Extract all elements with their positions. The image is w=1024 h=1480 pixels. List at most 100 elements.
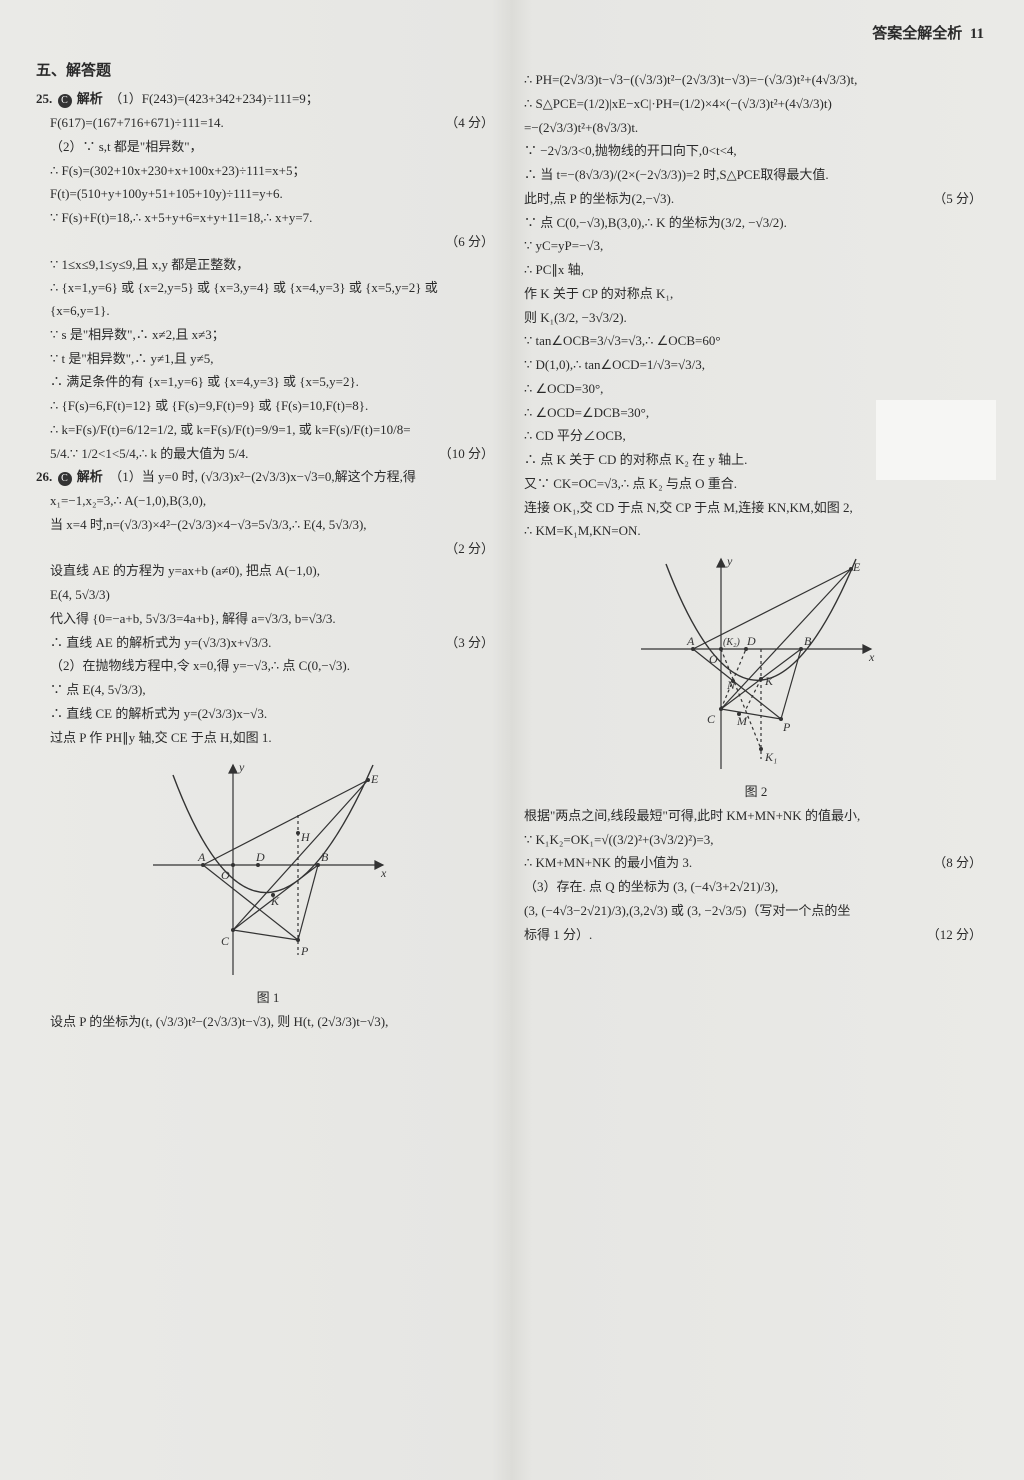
p26-l6: 代入得 {0=−a+b, 5√3/3=4a+b}, 解得 a=√3/3, b=√…	[36, 608, 500, 631]
page-number: 11	[970, 26, 984, 42]
left-column: 五、解答题 25. C 解析 （1）F(243)=(423+342+234)÷1…	[28, 18, 508, 1462]
r13: ∵ D(1,0),∴ tan∠OCD=1/√3=√3/3,	[524, 354, 988, 377]
r6: 此时,点 P 的坐标为(2,−√3).	[524, 191, 674, 206]
fig2-y: y	[726, 554, 733, 568]
p25-l3: （2）∵ s,t 都是"相异数"，	[36, 136, 500, 159]
p25-label: 解析	[77, 91, 103, 106]
r1: ∴ PH=(2√3/3)t−√3−((√3/3)t²−(2√3/3)t−√3)=…	[524, 69, 988, 92]
r11: 则 K₁(3/2, −3√3/2).	[524, 307, 988, 330]
p26-num: 26.	[36, 469, 52, 484]
p26-l7: ∴ 直线 AE 的解析式为 y=(√3/3)x+√3/3.	[50, 635, 271, 650]
p26-l7-row: ∴ 直线 AE 的解析式为 y=(√3/3)x+√3/3. （3 分）	[36, 632, 500, 655]
r10: 作 K 关于 CP 的对称点 K₁,	[524, 283, 988, 306]
fig1-C: C	[221, 934, 230, 948]
p26-head: 26. C 解析 （1）当 y=0 时, (√3/3)x²−(2√3/3)x−√…	[36, 466, 500, 489]
p25-l2-row: F(617)=(167+716+671)÷111=14. （4 分）	[36, 112, 500, 135]
p25-l14-row: 5/4.∵ 1/2<1<5/4,∴ k 的最大值为 5/4. （10 分）	[36, 443, 500, 466]
r20: ∴ KM=K₁M,KN=ON.	[524, 520, 988, 543]
p26-l10: ∴ 直线 CE 的解析式为 y=(2√3/3)x−√3.	[36, 703, 500, 726]
p26-tag: C	[58, 472, 72, 486]
r7: ∵ 点 C(0,−√3),B(3,0),∴ K 的坐标为(3/2, −√3/2)…	[524, 212, 988, 235]
r12: ∵ tan∠OCB=3/√3=√3,∴ ∠OCB=60°	[524, 330, 988, 353]
page-header: 答案全解全析 11	[872, 22, 984, 43]
r22: ∵ K₁K₂=OK₁=√((3/2)²+(3√3/2)²)=3,	[524, 829, 988, 852]
p25-l2: F(617)=(167+716+671)÷111=14.	[50, 115, 224, 130]
fig1-label: 图 1	[36, 987, 500, 1010]
fig2-x: x	[868, 650, 875, 664]
fig1-H: H	[300, 830, 311, 844]
p26-score1: （2 分）	[445, 538, 494, 561]
p26-l3: 当 x=4 时,n=(√3/3)×4²−(2√3/3)×4−√3=5√3/3,∴…	[36, 514, 500, 537]
fig1-P: P	[300, 944, 309, 958]
r3: =−(2√3/3)t²+(8√3/3)t.	[524, 117, 988, 140]
p25-tag: C	[58, 94, 72, 108]
r26-row: 标得 1 分）. （12 分）	[524, 924, 988, 947]
p25-l1: （1）F(243)=(423+342+234)÷111=9；	[109, 91, 319, 106]
p26-l11: 过点 P 作 PH∥y 轴,交 CE 于点 H,如图 1.	[36, 727, 500, 750]
r5: ∴ 当 t=−(8√3/3)/(2×(−2√3/3))=2 时,S△PCE取得最…	[524, 164, 988, 187]
fig2-B: B	[804, 634, 812, 648]
r14: ∴ ∠OCD=30°,	[524, 378, 988, 401]
p26-l9: ∵ 点 E(4, 5√3/3),	[36, 679, 500, 702]
p25-l13: ∴ k=F(s)/F(t)=6/12=1/2, 或 k=F(s)/F(t)=9/…	[36, 419, 500, 442]
p25-l12: ∴ {F(s)=6,F(t)=12} 或 {F(s)=9,F(t)=9} 或 {…	[36, 395, 500, 418]
p25-l4: ∴ F(s)=(302+10x+230+x+100x+23)÷111=x+5；	[36, 160, 500, 183]
fig2-K2: (K₂)	[723, 637, 740, 648]
fig2-E: E	[852, 560, 861, 574]
p26-l8: （2）在抛物线方程中,令 x=0,得 y=−√3,∴ 点 C(0,−√3).	[36, 655, 500, 678]
r25: (3, (−4√3−2√21)/3),(3,2√3) 或 (3, −2√3/5)…	[524, 900, 988, 923]
p26-label: 解析	[77, 469, 103, 484]
fig2-K1: K₁	[764, 750, 777, 764]
white-patch	[876, 400, 996, 480]
p25-l9: ∵ s 是"相异数",∴ x≠2,且 x≠3；	[36, 324, 500, 347]
score3: （5 分）	[933, 188, 982, 211]
fig2-C: C	[707, 712, 716, 726]
fig1-D: D	[255, 850, 265, 864]
section-title: 五、解答题	[36, 58, 500, 84]
header-title: 答案全解全析	[872, 26, 962, 42]
p25-l6: ∵ F(s)+F(t)=18,∴ x+5+y+6=x+y+11=18,∴ x+y…	[36, 207, 500, 230]
p25-head: 25. C 解析 （1）F(243)=(423+342+234)÷111=9；	[36, 88, 500, 111]
fig2-A: A	[686, 634, 695, 648]
fig2-P: P	[782, 720, 791, 734]
p26-score2: （3 分）	[445, 632, 494, 655]
p25-l11: ∴ 满足条件的有 {x=1,y=6} 或 {x=4,y=3} 或 {x=5,y=…	[36, 371, 500, 394]
r6-row: 此时,点 P 的坐标为(2,−√3). （5 分）	[524, 188, 988, 211]
r23-row: ∴ KM+MN+NK 的最小值为 3. （8 分）	[524, 852, 988, 875]
p25-l14: 5/4.∵ 1/2<1<5/4,∴ k 的最大值为 5/4.	[50, 446, 248, 461]
page: 答案全解全析 11 五、解答题 25. C 解析 （1）F(243)=(423+…	[0, 0, 1024, 1480]
p25-l8: ∴ {x=1,y=6} 或 {x=2,y=5} 或 {x=3,y=4} 或 {x…	[36, 277, 500, 323]
p25-l5: F(t)=(510+y+100y+51+105+10y)÷111=y+6.	[36, 183, 500, 206]
fig1-B: B	[321, 850, 329, 864]
p25-score2: （6 分）	[445, 231, 494, 254]
fig2-M: M	[736, 714, 748, 728]
fig1-x: x	[380, 866, 387, 880]
r24: （3）存在. 点 Q 的坐标为 (3, (−4√3+2√21)/3),	[524, 876, 988, 899]
p25-l7: ∵ 1≤x≤9,1≤y≤9,且 x,y 都是正整数，	[36, 254, 500, 277]
score4: （8 分）	[933, 852, 982, 875]
p26-l1: （1）当 y=0 时, (√3/3)x²−(2√3/3)x−√3=0,解这个方程…	[109, 469, 416, 484]
p26-l4: 设直线 AE 的方程为 y=ax+b (a≠0), 把点 A(−1,0),	[36, 560, 500, 583]
p25-num: 25.	[36, 91, 52, 106]
figure-2: A O D B C P E N M K K₁ (K₂) x y	[631, 549, 881, 779]
fig2-K: K	[764, 674, 774, 688]
r26: 标得 1 分）.	[524, 927, 592, 942]
score5: （12 分）	[927, 924, 982, 947]
r21: 根据"两点之间,线段最短"可得,此时 KM+MN+NK 的值最小,	[524, 805, 988, 828]
figure-1: A O D B C P E H K x y	[143, 755, 393, 985]
p25-l10: ∵ t 是"相异数",∴ y≠1,且 y≠5,	[36, 348, 500, 371]
p26-l2: x₁=−1,x₂=3,∴ A(−1,0),B(3,0),	[36, 490, 500, 513]
r9: ∴ PC∥x 轴,	[524, 259, 988, 282]
p26-l5: E(4, 5√3/3)	[36, 584, 500, 607]
fig2-O: O	[709, 652, 718, 666]
p26-l12: 设点 P 的坐标为(t, (√3/3)t²−(2√3/3)t−√3), 则 H(…	[36, 1011, 500, 1034]
fig2-label: 图 2	[524, 781, 988, 804]
r19: 连接 OK₁,交 CD 于点 N,交 CP 于点 M,连接 KN,KM,如图 2…	[524, 497, 988, 520]
fig2-D: D	[746, 634, 756, 648]
r8: ∵ yC=yP=−√3,	[524, 235, 988, 258]
fig1-E: E	[370, 772, 379, 786]
p25-score1: （4 分）	[445, 112, 494, 135]
fig1-O: O	[221, 868, 230, 882]
fig1-y: y	[238, 760, 245, 774]
r4: ∵ −2√3/3<0,抛物线的开口向下,0<t<4,	[524, 140, 988, 163]
